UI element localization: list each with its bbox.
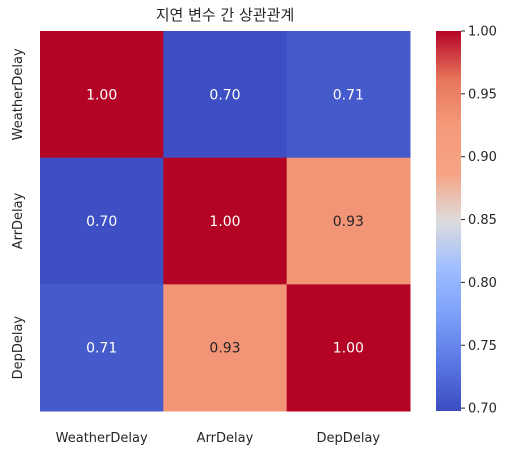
heatmap-cell — [163, 284, 288, 412]
x-tick-label: ArrDelay — [197, 431, 254, 446]
colorbar-tick-label: 0.85 — [468, 213, 497, 228]
heatmap-cell — [286, 31, 411, 159]
colorbar-tick-label: 0.95 — [468, 87, 497, 102]
heatmap-cell — [286, 157, 411, 285]
colorbar-tick-label: 0.70 — [468, 402, 497, 417]
heatmap-cell — [286, 284, 411, 412]
x-axis: WeatherDelay ArrDelay DepDelay — [56, 431, 381, 446]
y-tick-label: WeatherDelay — [11, 48, 26, 140]
y-axis: WeatherDelay ArrDelay DepDelay — [11, 48, 26, 379]
colorbar-tick-label: 0.90 — [468, 150, 497, 165]
x-tick-label: DepDelay — [317, 431, 381, 446]
heatmap-cell — [40, 157, 164, 285]
cell-value-label: 1.00 — [86, 87, 117, 103]
heatmap-cell — [40, 31, 164, 159]
cell-value-label: 0.70 — [86, 214, 117, 230]
heatmap-cell — [163, 157, 288, 285]
colorbar-tick-label: 1.00 — [468, 25, 497, 40]
y-tick-label: ArrDelay — [11, 192, 26, 249]
heatmap-cell — [163, 31, 288, 159]
colorbar — [436, 31, 461, 411]
cell-value-label: 0.70 — [209, 87, 240, 103]
colorbar-tick-label: 0.75 — [468, 339, 497, 354]
cell-value-label: 0.93 — [333, 214, 364, 230]
cell-value-label: 0.93 — [209, 341, 240, 357]
cell-value-label: 1.00 — [333, 341, 364, 357]
colorbar-tick-label: 0.80 — [468, 276, 497, 291]
x-tick-label: WeatherDelay — [56, 431, 148, 446]
cell-value-label: 0.71 — [86, 341, 117, 357]
heatmap-cell — [40, 284, 164, 412]
chart-title: 지연 변수 간 상관관계 — [156, 6, 295, 24]
y-tick-label: DepDelay — [11, 316, 26, 380]
heatmap-cells: 1.00 0.70 0.71 0.70 1.00 0.93 0.71 0.93 1.00 — [40, 31, 411, 412]
cell-value-label: 0.71 — [333, 87, 364, 103]
colorbar-axis: 0.70 0.75 0.80 0.85 0.90 0.95 1.00 — [461, 25, 497, 417]
cell-value-label: 1.00 — [209, 214, 240, 230]
